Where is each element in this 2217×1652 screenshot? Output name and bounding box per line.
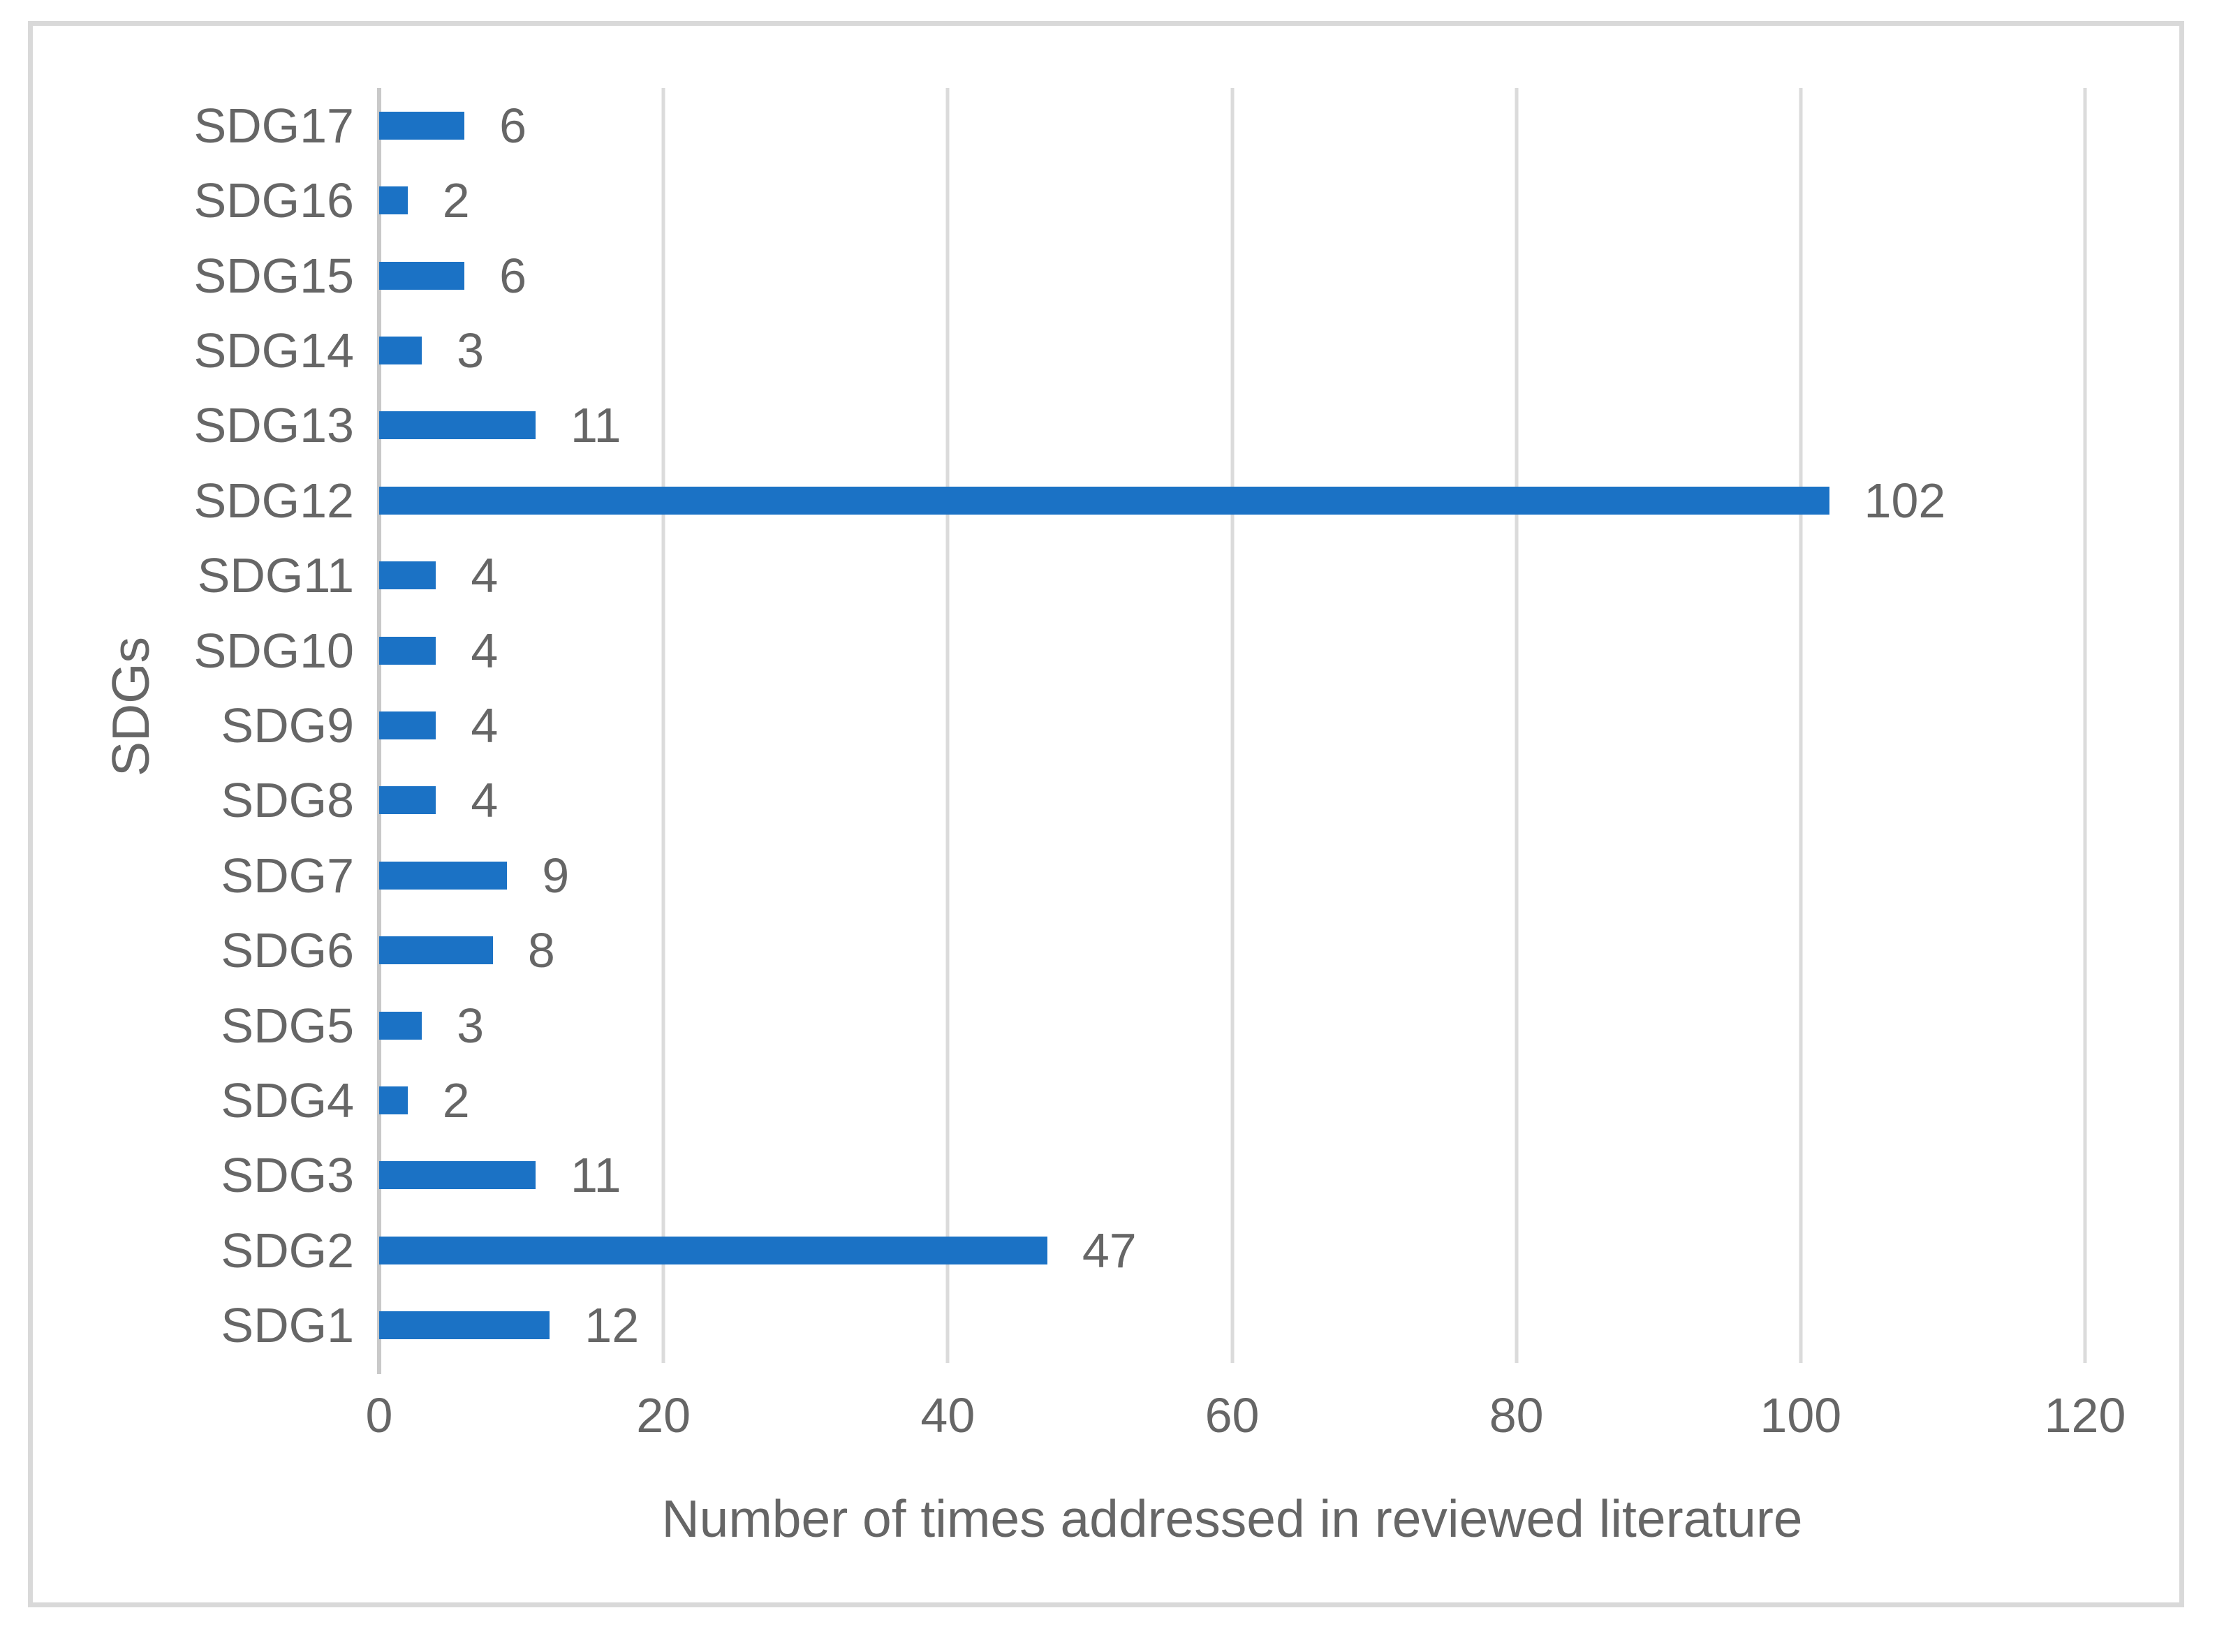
value-label: 4 [471, 773, 499, 828]
chart-frame: SDGs SDG17 SDG16 SDG15 SDG14 SDG13 SDG12 SDG11… [28, 21, 2184, 1607]
category-label: SDG10 [193, 623, 354, 678]
bar [379, 261, 465, 290]
bar-row: 11 [379, 388, 2085, 463]
category-label: SDG12 [193, 473, 354, 528]
x-tick-label: 20 [636, 1388, 691, 1443]
plot-area: 6 2 6 3 11 102 4 4 4 4 9 8 3 2 11 47 12 [377, 88, 2087, 1374]
bar-row: 3 [379, 988, 2085, 1063]
category-label: SDG1 [221, 1298, 354, 1353]
category-label: SDG17 [193, 98, 354, 153]
bar [379, 786, 436, 815]
value-label: 3 [457, 323, 484, 378]
bar-row: 4 [379, 613, 2085, 688]
x-tick-label: 40 [920, 1388, 975, 1443]
bar-row: 4 [379, 538, 2085, 612]
value-label: 4 [471, 698, 499, 753]
bar-row: 11 [379, 1138, 2085, 1213]
category-label: SDG8 [221, 773, 354, 828]
bar-row: 8 [379, 913, 2085, 987]
bar [379, 1311, 550, 1340]
x-gridline [1799, 88, 1803, 1363]
bar-row: 12 [379, 1288, 2085, 1363]
x-tick-label: 60 [1205, 1388, 1260, 1443]
bar-series: 6 2 6 3 11 102 4 4 4 4 9 8 3 2 11 47 12 [379, 88, 2085, 1363]
category-label: SDG13 [193, 398, 354, 453]
value-label: 9 [542, 848, 570, 903]
x-tick-label: 100 [1760, 1388, 1842, 1443]
category-label: SDG9 [221, 698, 354, 753]
bar [379, 1011, 422, 1040]
value-label: 2 [442, 1072, 470, 1128]
bar [379, 1236, 1047, 1264]
bar [379, 411, 536, 440]
value-label: 47 [1082, 1223, 1137, 1278]
category-axis: SDG17 SDG16 SDG15 SDG14 SDG13 SDG12 SDG11 SDG10… [103, 88, 354, 1363]
x-tick-label: 120 [2044, 1388, 2126, 1443]
x-gridline [2083, 88, 2087, 1363]
x-tick-label: 0 [365, 1388, 393, 1443]
bar-row: 6 [379, 88, 2085, 163]
bar-row: 3 [379, 313, 2085, 388]
x-axis: 0 20 40 60 80 100 120 [366, 1388, 2126, 1454]
category-label: SDG15 [193, 248, 354, 303]
value-label: 102 [1864, 473, 1946, 528]
bar [379, 336, 422, 364]
bar [379, 861, 508, 890]
category-label: SDG5 [221, 998, 354, 1053]
bar-row: 47 [379, 1213, 2085, 1288]
x-axis-title: Number of times addressed in reviewed li… [661, 1489, 1803, 1548]
bar-row: 2 [379, 163, 2085, 237]
category-label: SDG3 [221, 1148, 354, 1203]
category-label: SDG11 [197, 548, 354, 603]
bar [379, 111, 465, 140]
x-gridline [945, 88, 950, 1363]
bar [379, 636, 436, 665]
bar [379, 1161, 536, 1190]
x-gridline [1230, 88, 1234, 1363]
bar [379, 1086, 408, 1114]
value-label: 6 [499, 98, 527, 153]
x-gridline [1515, 88, 1519, 1363]
bar [379, 186, 408, 215]
value-label: 3 [457, 998, 484, 1053]
x-tick-label: 80 [1489, 1388, 1544, 1443]
bar [379, 561, 436, 590]
bar-row: 4 [379, 763, 2085, 838]
bar [379, 486, 1829, 515]
value-label: 6 [499, 248, 527, 303]
category-label: SDG14 [193, 323, 354, 378]
value-label: 11 [570, 1148, 621, 1203]
bar-row: 102 [379, 463, 2085, 538]
value-label: 12 [584, 1298, 640, 1353]
bar-row: 2 [379, 1063, 2085, 1137]
value-label: 8 [527, 923, 555, 978]
bar-row: 6 [379, 238, 2085, 313]
bar-row: 4 [379, 688, 2085, 762]
category-label: SDG7 [221, 848, 354, 903]
category-label: SDG16 [193, 173, 354, 228]
bar [379, 711, 436, 739]
x-gridline [661, 88, 665, 1363]
category-label: SDG4 [221, 1072, 354, 1128]
value-label: 4 [471, 548, 499, 603]
value-label: 4 [471, 623, 499, 678]
category-label: SDG6 [221, 923, 354, 978]
bar-row: 9 [379, 838, 2085, 913]
value-label: 2 [442, 173, 470, 228]
value-label: 11 [570, 398, 621, 453]
bar [379, 936, 493, 965]
category-label: SDG2 [221, 1223, 354, 1278]
